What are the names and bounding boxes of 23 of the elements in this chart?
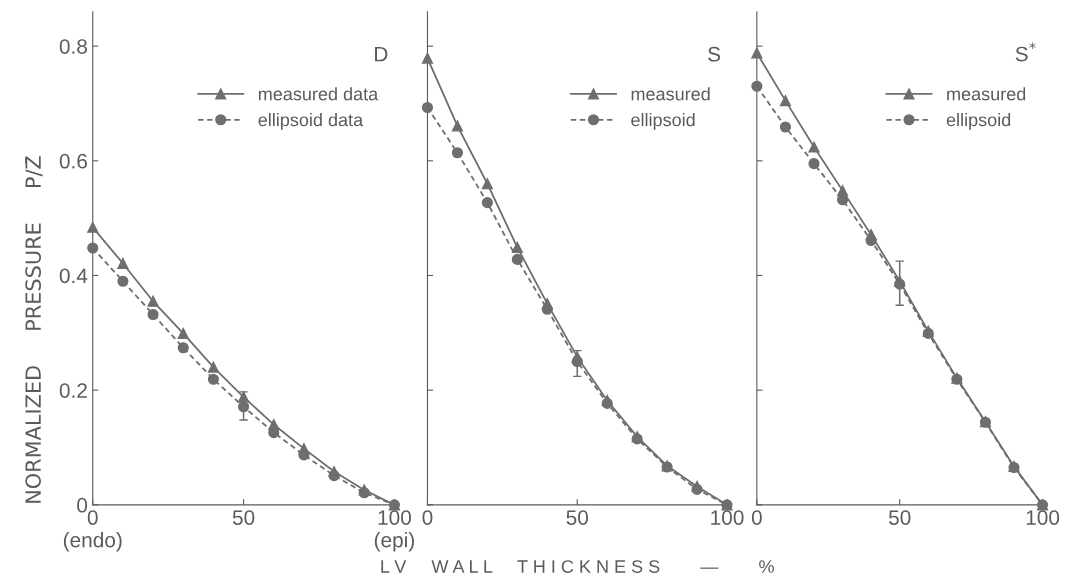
legend-label: measured — [947, 87, 1026, 101]
x-tick-label: 100 — [711, 510, 744, 525]
legend-label: measured data — [258, 87, 379, 101]
y-tick-label: 0.2 — [59, 383, 87, 398]
x-tick-label: 100 (epi) — [374, 510, 414, 552]
y-tick-label: 0.8 — [59, 39, 87, 54]
y-axis-title: NORMALIZED PRESSURE P/Z̄ — [25, 156, 43, 503]
text: D — [375, 47, 388, 62]
x-tick-label: 50 — [566, 510, 589, 525]
legend-label: ellipsoid — [946, 113, 1011, 130]
y-tick-label: 0.4 — [59, 268, 88, 284]
x-tick-label: 50 — [888, 510, 911, 525]
legend-label: measured — [631, 87, 710, 101]
x-tick-label: 50 — [232, 510, 255, 525]
y-tick-label: 0.6 — [59, 153, 87, 169]
legend-label: ellipsoid data — [258, 113, 364, 130]
x-tick-label: 100 — [1026, 510, 1060, 525]
text: S$^{*}$ — [1015, 42, 1036, 62]
x-axis-title: L V W A L L T H I C K N E S S — % — [381, 560, 774, 573]
text: S — [708, 46, 721, 62]
x-tick-label: 0 — [751, 510, 762, 525]
legend-label: ellipsoid — [631, 113, 695, 130]
x-tick-label: 0 — [422, 510, 433, 525]
